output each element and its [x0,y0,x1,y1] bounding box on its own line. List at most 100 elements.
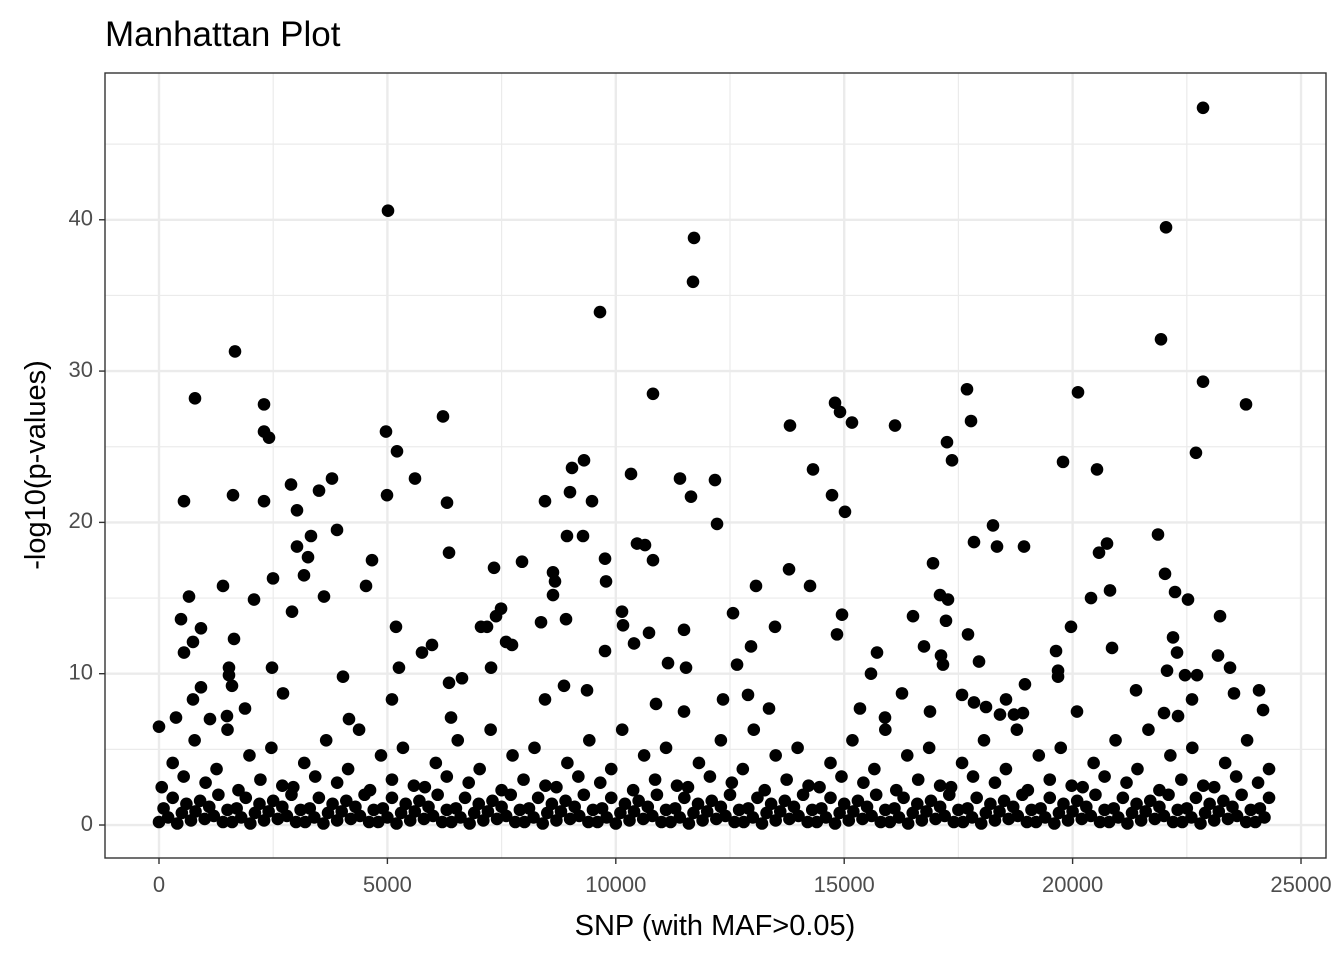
point [825,488,839,502]
point [1218,756,1232,770]
point [955,756,969,770]
point [506,749,519,762]
point [598,644,612,658]
point [1038,811,1052,824]
point [342,712,356,726]
point [527,811,540,824]
point [472,797,486,811]
point [604,791,618,805]
point [719,809,732,823]
point [857,776,870,789]
point [627,637,641,650]
point [819,811,833,824]
point [560,529,574,543]
point [1057,797,1070,811]
point [1051,670,1065,684]
point [741,688,755,702]
point [906,609,920,623]
point [408,472,422,485]
point [1229,770,1243,783]
point [297,756,311,770]
points [152,101,1276,830]
x-tick-label: 15000 [814,872,875,897]
point [444,711,458,724]
point [431,788,444,802]
point [984,797,997,811]
point [572,809,586,823]
point [933,779,947,792]
point [692,756,706,770]
point [835,770,848,783]
point [687,231,701,245]
point [1160,664,1174,677]
point [993,708,1007,721]
point [1103,584,1117,597]
point [646,387,660,401]
point [330,523,344,537]
point [961,628,975,641]
point [254,773,267,786]
point [481,805,495,818]
point [319,733,333,747]
point [791,741,804,755]
point [747,723,761,736]
point [1185,693,1199,706]
point [1211,649,1225,662]
point [227,632,241,646]
point [678,791,691,805]
point [580,684,594,697]
point [878,711,892,724]
point [1178,668,1192,682]
point [257,494,271,508]
point [312,484,326,497]
point [1235,788,1248,802]
point [247,593,261,606]
point [239,791,253,805]
point [177,494,191,508]
point [538,693,552,706]
point [222,668,236,682]
point [161,811,175,824]
point [253,797,266,811]
point [390,817,403,830]
point [1189,791,1203,805]
point [1185,811,1198,824]
point [554,805,568,818]
point [399,797,412,811]
point [330,776,344,789]
point [659,741,673,755]
point [276,779,289,792]
point [442,546,456,559]
point [546,588,560,602]
point [297,569,311,582]
point [548,575,562,588]
point [1130,797,1143,811]
point [216,815,230,829]
point [221,723,234,736]
point [234,811,248,824]
point [487,561,501,575]
point [1196,779,1210,792]
point [1227,687,1241,700]
point [917,640,931,653]
point [604,762,618,776]
point [1262,791,1276,805]
point [593,305,607,319]
point [559,612,573,626]
point [1070,705,1084,718]
point [528,741,541,755]
point [1016,788,1029,802]
point [177,770,190,783]
point [813,780,826,794]
point [561,756,574,770]
point [380,488,394,502]
point [966,770,980,783]
point [655,815,668,829]
point [868,762,881,776]
point [577,788,591,802]
point [436,410,450,423]
point [1076,780,1089,794]
point [1262,762,1276,776]
point [228,345,242,358]
point [339,794,353,808]
